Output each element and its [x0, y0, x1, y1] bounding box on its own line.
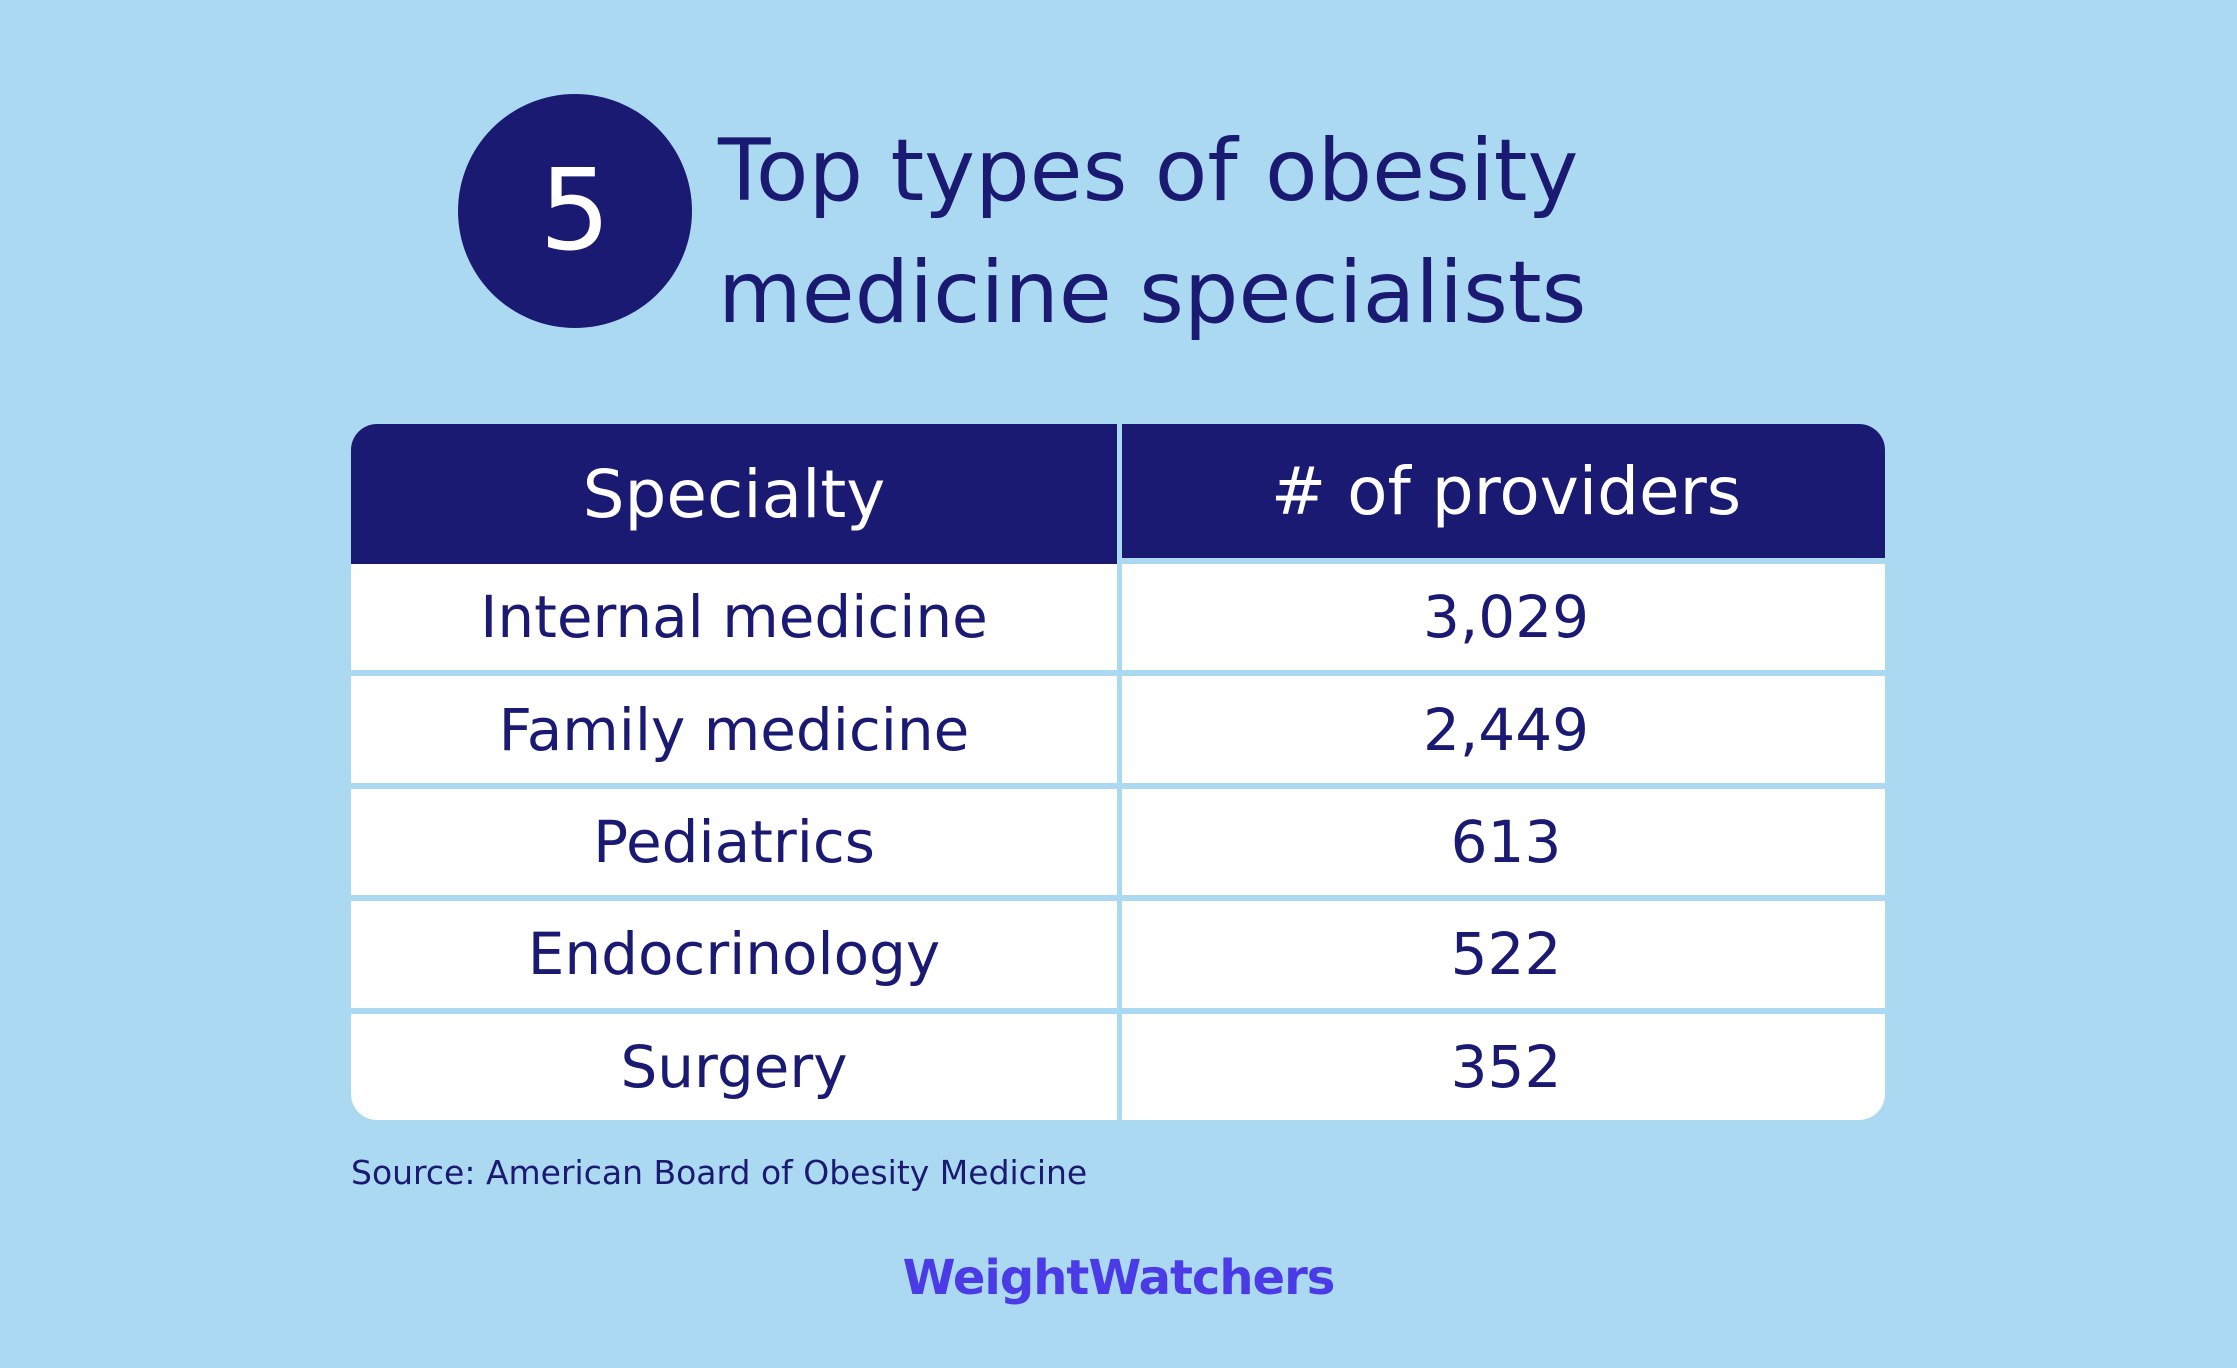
table-cell: 613: [1122, 788, 1885, 896]
table-cell: 3,029: [1122, 564, 1885, 671]
table-cell: 352: [1122, 1013, 1885, 1120]
table-cell: Family medicine: [351, 676, 1117, 783]
logo: WeightWatchers: [902, 1250, 1336, 1306]
table-cell: Pediatrics: [351, 788, 1117, 896]
table-cell: 2,449: [1122, 676, 1885, 783]
table: Specialty # of providers Internal medicine…: [351, 424, 1885, 1120]
source: Source: American Board of Obesity Medici…: [351, 1153, 1088, 1192]
table-cell: Surgery: [351, 1013, 1117, 1120]
badge: 5: [458, 94, 692, 328]
header-cell: # of providers: [1122, 424, 1885, 558]
table-cell: 522: [1122, 901, 1885, 1008]
header-cell: Specialty: [351, 424, 1117, 564]
title-line: Top types of obesity: [718, 121, 1579, 221]
table-cell: Endocrinology: [351, 901, 1117, 1008]
table-cell: Internal medicine: [351, 564, 1117, 671]
title-line: medicine specialists: [718, 243, 1587, 343]
title: Top types of obesity medicine specialist…: [718, 110, 1586, 354]
